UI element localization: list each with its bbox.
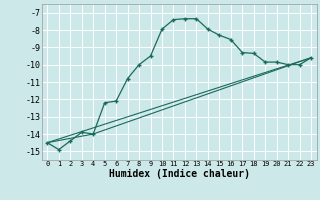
X-axis label: Humidex (Indice chaleur): Humidex (Indice chaleur) <box>109 169 250 179</box>
